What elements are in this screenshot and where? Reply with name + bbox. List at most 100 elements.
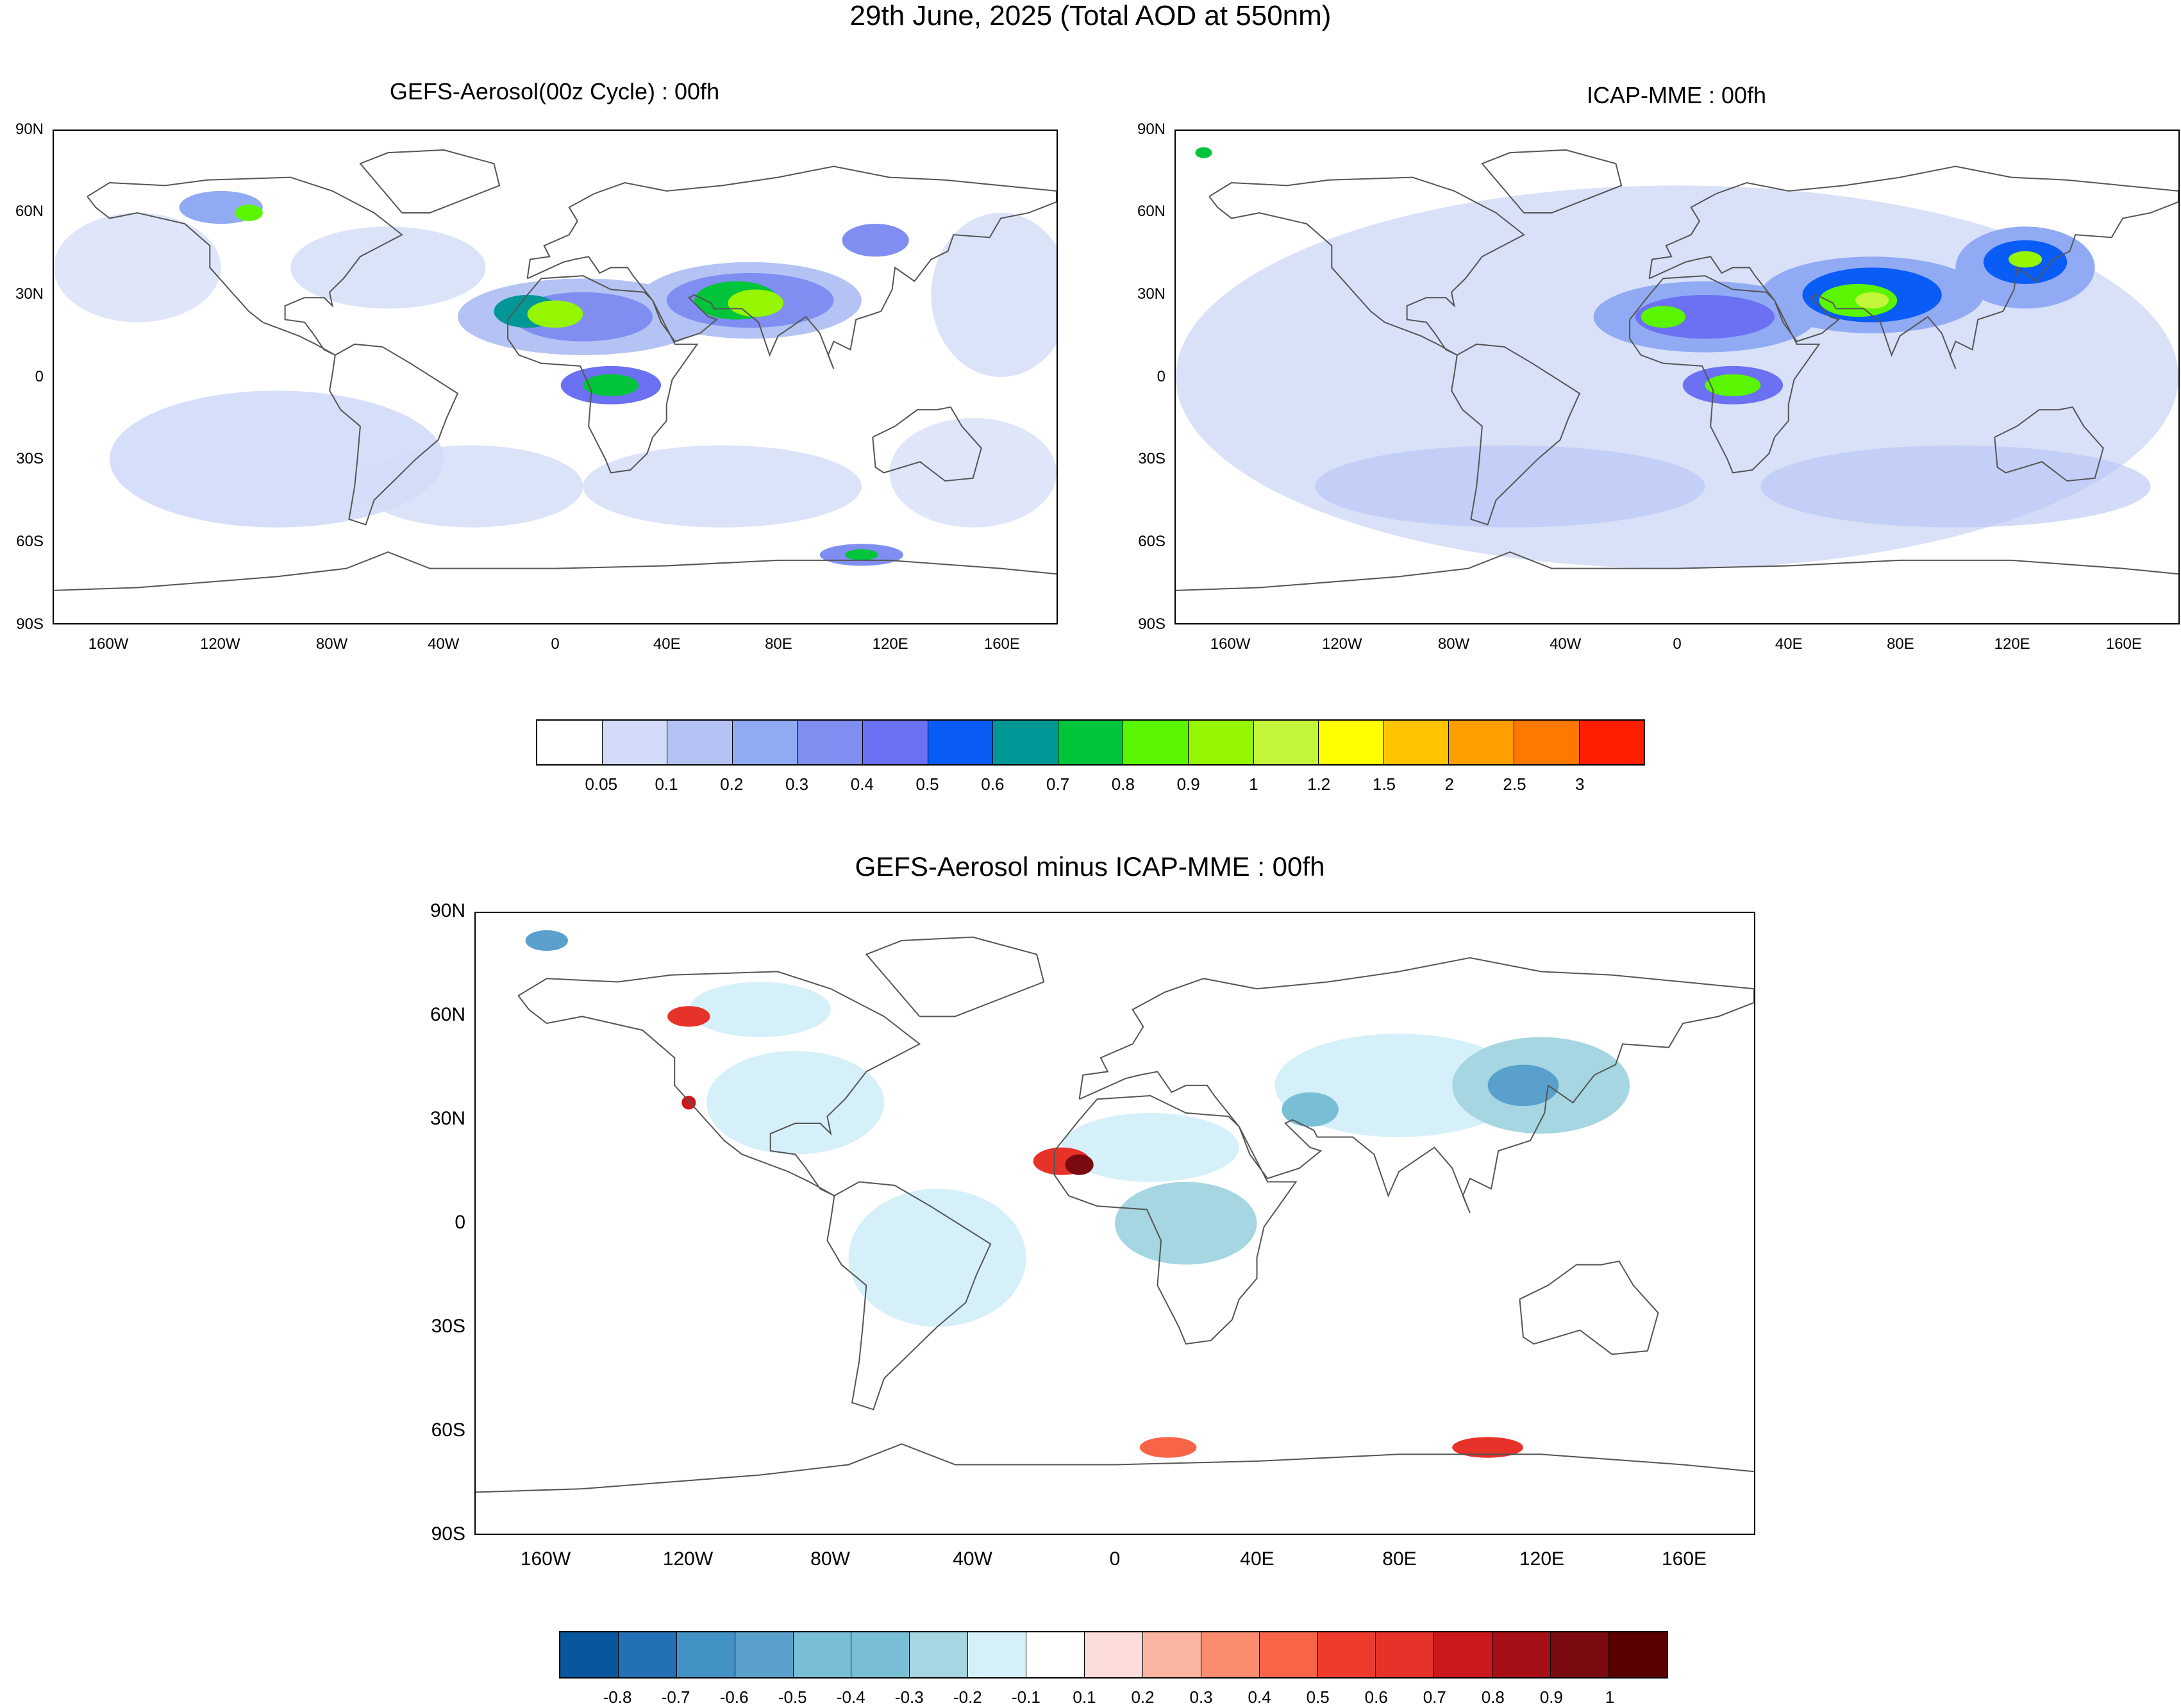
colorbar-label: 2 — [1444, 774, 1454, 794]
lon-tick-label: 40E — [653, 635, 681, 653]
colorbar-label: -0.2 — [953, 1687, 982, 1707]
colorbar-label: -0.8 — [603, 1687, 632, 1707]
lon-tick-label: 40W — [1550, 635, 1582, 653]
colorbar-swatch — [1376, 1632, 1435, 1677]
colorbar-label: -0.1 — [1012, 1687, 1040, 1707]
lon-tick-label: 40E — [1240, 1548, 1274, 1570]
lon-tick-label: 120E — [1994, 635, 2030, 653]
colorbar-label: 0.6 — [981, 774, 1005, 794]
colorbar-label: 1 — [1249, 774, 1258, 794]
lon-tick-label: 40W — [953, 1548, 992, 1570]
lat-tick-label: 30S — [431, 1316, 465, 1337]
colorbar-swatch — [928, 721, 994, 764]
colorbar-swatch — [1514, 721, 1580, 764]
colorbar-swatch — [968, 1632, 1027, 1677]
lat-tick-label: 60S — [16, 532, 44, 550]
colorbar-swatch — [1123, 721, 1189, 764]
colorbar-swatch — [798, 721, 863, 764]
colorbar-label: 0.8 — [1481, 1687, 1505, 1707]
colorbar-swatch — [851, 1632, 910, 1677]
colorbar-swatch — [862, 721, 928, 764]
colorbar-label: -0.4 — [836, 1687, 865, 1707]
colorbar-swatch — [1319, 721, 1384, 764]
lon-tick-label: 160E — [1661, 1548, 1707, 1570]
colorbar-label: -0.7 — [661, 1687, 690, 1707]
colorbar-swatch — [537, 721, 603, 764]
lat-tick-label: 90S — [16, 615, 44, 633]
colorbar-swatch — [1492, 1632, 1551, 1677]
icap-panel-title: ICAP-MME : 00fh — [1586, 82, 1767, 108]
lon-tick-label: 80W — [315, 635, 348, 653]
lat-tick-label: 0 — [35, 367, 44, 385]
colorbar-label: 0.5 — [1306, 1687, 1330, 1707]
lon-tick-label: 120W — [662, 1548, 714, 1570]
colorbar-label: 0.8 — [1111, 774, 1135, 794]
lat-tick-label: 60N — [1137, 203, 1166, 221]
figure-title: 29th June, 2025 (Total AOD at 550nm) — [849, 0, 1332, 31]
colorbar-label: -0.6 — [719, 1687, 749, 1707]
lon-tick-label: 160E — [983, 635, 1020, 653]
lon-tick-label: 120W — [1321, 635, 1362, 653]
colorbar-label: -0.3 — [894, 1687, 924, 1707]
colorbar-swatch — [1579, 721, 1644, 764]
colorbar-label: 0.4 — [1248, 1687, 1271, 1707]
lon-tick-label: 80W — [810, 1548, 850, 1570]
colorbar-swatch — [602, 721, 668, 764]
lon-tick-label: 0 — [551, 635, 560, 653]
lat-tick-label: 0 — [455, 1212, 465, 1233]
colorbar-swatch — [560, 1632, 619, 1677]
colorbar-swatch — [735, 1632, 794, 1677]
lat-tick-label: 30N — [15, 285, 44, 303]
lon-tick-label: 80W — [1437, 635, 1470, 653]
colorbar-label: 2.5 — [1503, 774, 1526, 794]
lat-tick-label: 60N — [15, 203, 44, 221]
lat-tick-label: 90N — [15, 120, 44, 138]
colorbar-swatch — [732, 721, 798, 764]
lon-tick-label: 120E — [1519, 1548, 1565, 1570]
colorbar-swatch — [618, 1632, 677, 1677]
colorbar-swatch — [1058, 721, 1124, 764]
colorbar-swatch — [910, 1632, 969, 1677]
colorbar-swatch — [1551, 1632, 1610, 1677]
lon-tick-label: 80E — [1887, 635, 1914, 653]
colorbar-swatch — [1085, 1632, 1143, 1677]
colorbar-swatch — [1201, 1632, 1260, 1677]
gefs-aod-map — [53, 130, 1058, 624]
lon-tick-label: 120W — [199, 635, 240, 653]
lat-tick-label: 60N — [430, 1004, 465, 1025]
colorbar-label: 0.1 — [655, 774, 678, 794]
lon-tick-label: 0 — [1673, 635, 1682, 653]
gefs-panel-title: GEFS-Aerosol(00z Cycle) : 00fh — [389, 78, 720, 105]
colorbar-swatch — [1026, 1632, 1085, 1677]
colorbar-label: 0.9 — [1539, 1687, 1563, 1707]
colorbar-swatch — [676, 1632, 735, 1677]
lat-tick-label: 30S — [1138, 450, 1166, 468]
colorbar-swatch — [1434, 1632, 1493, 1677]
aod-colorbar — [536, 719, 1645, 766]
colorbar-label: 0.4 — [850, 774, 874, 794]
colorbar-label: -0.5 — [778, 1687, 807, 1707]
colorbar-swatch — [993, 721, 1058, 764]
colorbar-label: 0.5 — [915, 774, 939, 794]
colorbar-label: 1.5 — [1372, 774, 1396, 794]
lat-tick-label: 0 — [1157, 367, 1166, 385]
lat-tick-label: 60S — [1138, 532, 1166, 550]
colorbar-label: 0.6 — [1364, 1687, 1388, 1707]
lon-tick-label: 40W — [428, 635, 460, 653]
lon-tick-label: 80E — [765, 635, 792, 653]
colorbar-swatch — [667, 721, 733, 764]
lat-tick-label: 30N — [430, 1108, 465, 1129]
colorbar-label: 0.3 — [1189, 1687, 1213, 1707]
lat-tick-label: 90S — [1138, 615, 1166, 633]
colorbar-swatch — [1383, 721, 1450, 764]
colorbar-label: 0.7 — [1046, 774, 1070, 794]
lon-tick-label: 160W — [520, 1548, 571, 1570]
lat-tick-label: 90N — [430, 900, 465, 921]
diff-panel-title: GEFS-Aerosol minus ICAP-MME : 00fh — [855, 851, 1325, 882]
colorbar-swatch — [1317, 1632, 1376, 1677]
lat-tick-label: 90S — [431, 1523, 465, 1545]
lat-tick-label: 90N — [1137, 120, 1166, 138]
colorbar-label: 0.2 — [1131, 1687, 1155, 1707]
colorbar-swatch — [1609, 1632, 1667, 1677]
colorbar-label: 0.2 — [720, 774, 744, 794]
